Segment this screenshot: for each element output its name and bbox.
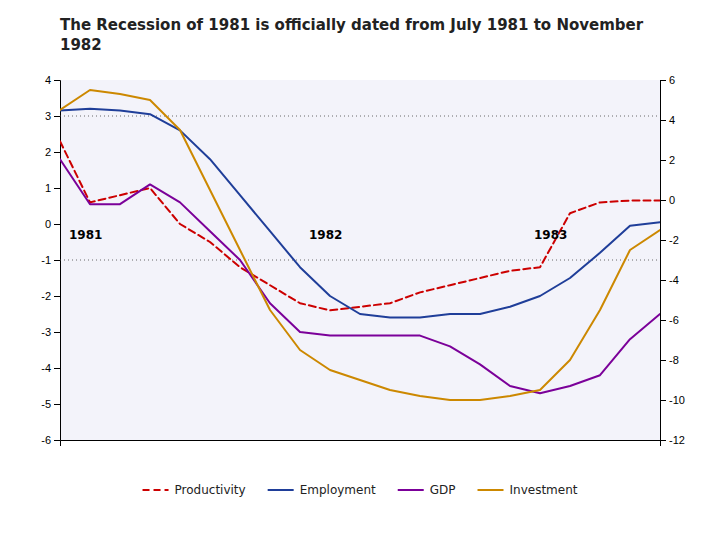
series-line xyxy=(60,141,660,310)
annotation: 1982 xyxy=(309,228,342,242)
tick: 6 xyxy=(660,74,675,86)
tick: 4 xyxy=(660,114,675,126)
tick-label: 2 xyxy=(669,154,675,166)
tick-label: -1 xyxy=(41,254,51,266)
tick: -6 xyxy=(660,314,679,326)
tick: 1 xyxy=(45,182,60,194)
grid-line xyxy=(60,260,660,261)
legend-swatch xyxy=(268,489,294,491)
tick: 2 xyxy=(660,154,675,166)
y2-axis: -12 -10 -8 -6 -4 -2 0 2 4 6 xyxy=(660,74,685,446)
legend-label: Productivity xyxy=(175,483,246,497)
plot-background xyxy=(60,80,660,440)
series-line xyxy=(60,90,660,400)
legend-swatch xyxy=(398,489,424,491)
tick: -1 xyxy=(41,254,60,266)
tick-mark xyxy=(54,152,60,153)
legend-swatch xyxy=(478,489,504,491)
tick-mark xyxy=(54,404,60,405)
title-line: The Recession of 1981 is officially date… xyxy=(60,16,644,34)
tick-mark xyxy=(660,320,666,321)
tick-label: -2 xyxy=(669,234,679,246)
legend-label: Employment xyxy=(300,483,376,497)
tick-mark xyxy=(660,280,666,281)
tick: 0 xyxy=(660,194,675,206)
plot: -6-5-4-3-2-101234-12-10-8-6-4-2024619811… xyxy=(41,74,685,446)
tick-label: 0 xyxy=(669,194,675,206)
tick: -3 xyxy=(41,326,60,338)
y-axis-line xyxy=(54,81,61,441)
legend-item: Productivity xyxy=(143,483,246,497)
tick: 4 xyxy=(45,74,60,86)
tick-label: -4 xyxy=(41,362,51,374)
tick-label: 0 xyxy=(45,218,51,230)
marks xyxy=(60,90,660,400)
tick-mark xyxy=(54,260,60,261)
legend-item: Investment xyxy=(478,483,578,497)
tick-label: 6 xyxy=(669,74,675,86)
x-axis xyxy=(61,441,661,447)
tick-label: 4 xyxy=(669,114,675,126)
tick-label: -6 xyxy=(669,314,679,326)
tick: -4 xyxy=(41,362,60,374)
tick-mark xyxy=(660,80,666,81)
tick-mark xyxy=(660,120,666,121)
legend: Productivity Employment GDP Investment xyxy=(143,483,578,497)
tick-label: 4 xyxy=(45,74,51,86)
x-axis-line xyxy=(61,441,661,447)
tick-label: -8 xyxy=(669,354,679,366)
tick-mark xyxy=(660,240,666,241)
grid-line xyxy=(60,116,660,117)
tick-mark xyxy=(54,188,60,189)
tick: -6 xyxy=(41,434,60,446)
tick-mark xyxy=(54,224,60,225)
tick-label: -3 xyxy=(41,326,51,338)
annotation: 1983 xyxy=(534,228,567,242)
tick: -10 xyxy=(660,394,685,406)
annotation: 1981 xyxy=(69,228,102,242)
tick-mark xyxy=(660,200,666,201)
tick-mark xyxy=(660,360,666,361)
tick-mark xyxy=(660,400,666,401)
chart: The Recession of 1981 is officially date… xyxy=(0,0,720,540)
tick: -8 xyxy=(660,354,679,366)
legend-swatch xyxy=(143,489,169,491)
tick-label: -5 xyxy=(41,398,51,410)
tick: 0 xyxy=(45,218,60,230)
legend-item: GDP xyxy=(398,483,456,497)
tick-mark xyxy=(660,160,666,161)
y-axis: -6 -5 -4 -3 -2 -1 0 1 2 3 4 xyxy=(41,74,60,446)
title: The Recession of 1981 is officially date… xyxy=(60,16,644,54)
tick-mark xyxy=(54,440,60,441)
tick: 2 xyxy=(45,146,60,158)
tick-mark xyxy=(54,296,60,297)
tick: -12 xyxy=(660,434,685,446)
tick: -2 xyxy=(41,290,60,302)
tick-mark xyxy=(54,116,60,117)
tick: -5 xyxy=(41,398,60,410)
tick-label: -2 xyxy=(41,290,51,302)
tick: -4 xyxy=(660,274,679,286)
tick: 3 xyxy=(45,110,60,122)
tick-mark xyxy=(54,80,60,81)
tick-mark xyxy=(54,332,60,333)
tick-label: -12 xyxy=(669,434,685,446)
title-line: 1982 xyxy=(60,36,102,54)
tick-label: 3 xyxy=(45,110,51,122)
legend-item: Employment xyxy=(268,483,376,497)
tick: -2 xyxy=(660,234,679,246)
legend-label: GDP xyxy=(430,483,456,497)
legend-label: Investment xyxy=(510,483,578,497)
tick-label: -6 xyxy=(41,434,51,446)
y2-axis-line xyxy=(661,81,667,441)
tick-label: 1 xyxy=(45,182,51,194)
series-line xyxy=(60,109,660,318)
tick-label: -4 xyxy=(669,274,679,286)
tick-label: -10 xyxy=(669,394,685,406)
tick-mark xyxy=(54,368,60,369)
tick-label: 2 xyxy=(45,146,51,158)
